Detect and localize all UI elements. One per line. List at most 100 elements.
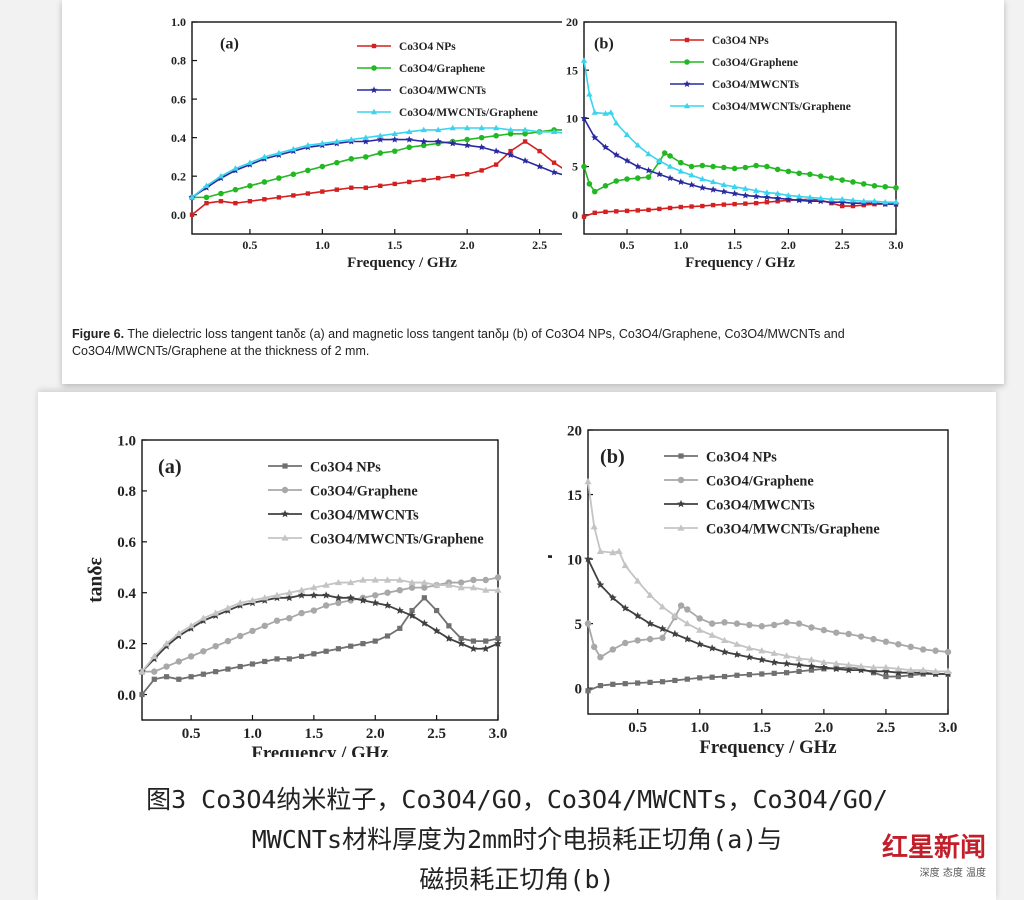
- data-point: [746, 621, 753, 629]
- data-point: [275, 149, 283, 156]
- data-point: [667, 153, 673, 159]
- data-point: [623, 157, 631, 164]
- data-point: [311, 651, 317, 657]
- data-point: [633, 611, 642, 620]
- data-point: [683, 80, 691, 87]
- data-point: [397, 625, 403, 631]
- data-point: [596, 580, 605, 589]
- y-tick-label: 10: [567, 552, 582, 568]
- legend: Co3O4 NPs Co3O4/Graphene Co3O4/MWCNTs Co3O4…: [664, 449, 880, 537]
- data-point: [893, 184, 899, 191]
- data-point: [860, 181, 867, 187]
- data-point: [262, 658, 268, 665]
- data-point: [551, 160, 557, 165]
- data-point: [224, 637, 232, 645]
- data-point: [492, 124, 500, 131]
- data-point: [405, 135, 413, 143]
- data-point: [469, 584, 478, 591]
- data-point: [795, 654, 803, 662]
- y-axis-label: tanδε: [86, 557, 107, 603]
- data-point: [203, 182, 210, 189]
- data-point: [882, 199, 889, 205]
- data-point: [584, 478, 592, 485]
- data-point: [820, 658, 828, 665]
- data-point: [613, 119, 620, 126]
- data-point: [290, 146, 297, 152]
- data-point: [608, 593, 617, 602]
- data-point: [200, 671, 206, 677]
- y-tick-label: 0: [572, 208, 578, 222]
- figure-caption-label: Figure 6.: [72, 327, 125, 341]
- data-point: [908, 672, 914, 678]
- data-point: [850, 179, 856, 185]
- data-point: [494, 639, 502, 647]
- data-point: [894, 668, 903, 676]
- y-tick-label: 0.0: [117, 688, 136, 704]
- data-point: [634, 162, 642, 170]
- data-point: [450, 173, 455, 179]
- data-point: [869, 663, 878, 671]
- data-point: [522, 130, 528, 137]
- data-point: [396, 586, 403, 594]
- data-point: [371, 576, 379, 583]
- data-point: [607, 109, 615, 115]
- data-point: [774, 166, 781, 173]
- data-point: [464, 136, 470, 143]
- y-tick-label: 5: [575, 617, 583, 633]
- data-point: [839, 196, 846, 202]
- data-point: [175, 658, 183, 665]
- y-tick-label: 0.8: [171, 54, 186, 68]
- series-0: [189, 139, 562, 217]
- data-point: [752, 187, 760, 193]
- data-point: [919, 666, 927, 673]
- data-point: [634, 142, 641, 148]
- data-point: [590, 523, 598, 530]
- series-line: [587, 558, 948, 675]
- x-tick-label: 0.5: [620, 238, 635, 252]
- data-point: [409, 607, 415, 614]
- data-point: [406, 128, 413, 135]
- data-point: [482, 576, 489, 584]
- data-point: [371, 65, 377, 71]
- data-point: [844, 666, 853, 674]
- panel-label: (a): [220, 34, 239, 52]
- data-point: [319, 163, 326, 170]
- data-point: [609, 646, 617, 653]
- data-point: [689, 204, 694, 209]
- data-point: [666, 174, 674, 182]
- data-point: [720, 181, 728, 188]
- chart-bottom-b: 0.5 1.0 1.5 2.0 2.5 3.0 0 5 10 15 20 Frequency / GH…: [548, 423, 957, 758]
- data-point: [334, 159, 340, 166]
- x-tick-label: 1.0: [690, 720, 709, 736]
- data-point: [832, 664, 841, 673]
- data-point: [614, 209, 619, 214]
- chart-top-a: 0.51.01.52.02.53.00.00.20.40.60.81.0Freq…: [162, 15, 562, 271]
- data-point: [882, 663, 890, 671]
- data-point: [550, 128, 558, 135]
- series-line: [583, 198, 896, 218]
- data-point: [581, 163, 587, 170]
- data-point: [677, 499, 685, 508]
- data-point: [635, 680, 641, 686]
- data-point: [845, 630, 852, 638]
- data-point: [774, 194, 782, 202]
- data-point: [609, 549, 617, 556]
- data-point: [522, 139, 528, 144]
- data-point: [247, 199, 253, 204]
- x-tick-label: 1.0: [315, 238, 330, 252]
- data-point: [828, 196, 835, 202]
- data-point: [849, 199, 857, 207]
- data-point: [408, 584, 416, 591]
- series-1: [189, 127, 562, 201]
- data-point: [845, 661, 853, 668]
- data-point: [745, 644, 753, 651]
- data-point: [521, 126, 529, 133]
- data-point: [581, 214, 587, 219]
- data-point: [433, 581, 441, 588]
- data-point: [721, 164, 727, 171]
- watermark-text: 红星新闻: [881, 833, 986, 863]
- data-point: [678, 453, 684, 459]
- data-point: [420, 137, 428, 145]
- data-point: [392, 181, 397, 187]
- data-point: [163, 674, 170, 680]
